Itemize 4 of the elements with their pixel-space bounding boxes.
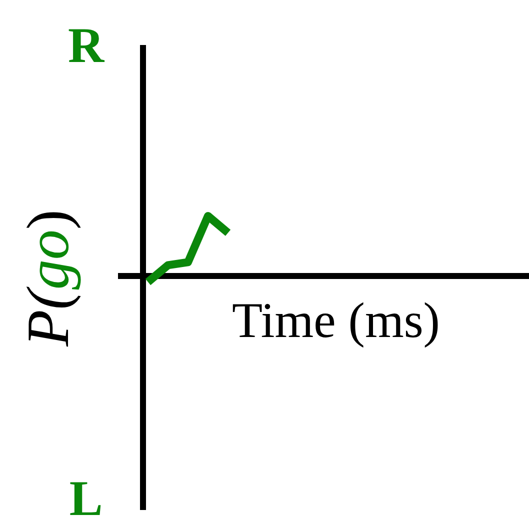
- text: R: [68, 17, 105, 73]
- y-axis-title: P(go): [15, 210, 81, 348]
- x-axis-title: Time (ms): [232, 292, 440, 348]
- text: L: [69, 470, 103, 521]
